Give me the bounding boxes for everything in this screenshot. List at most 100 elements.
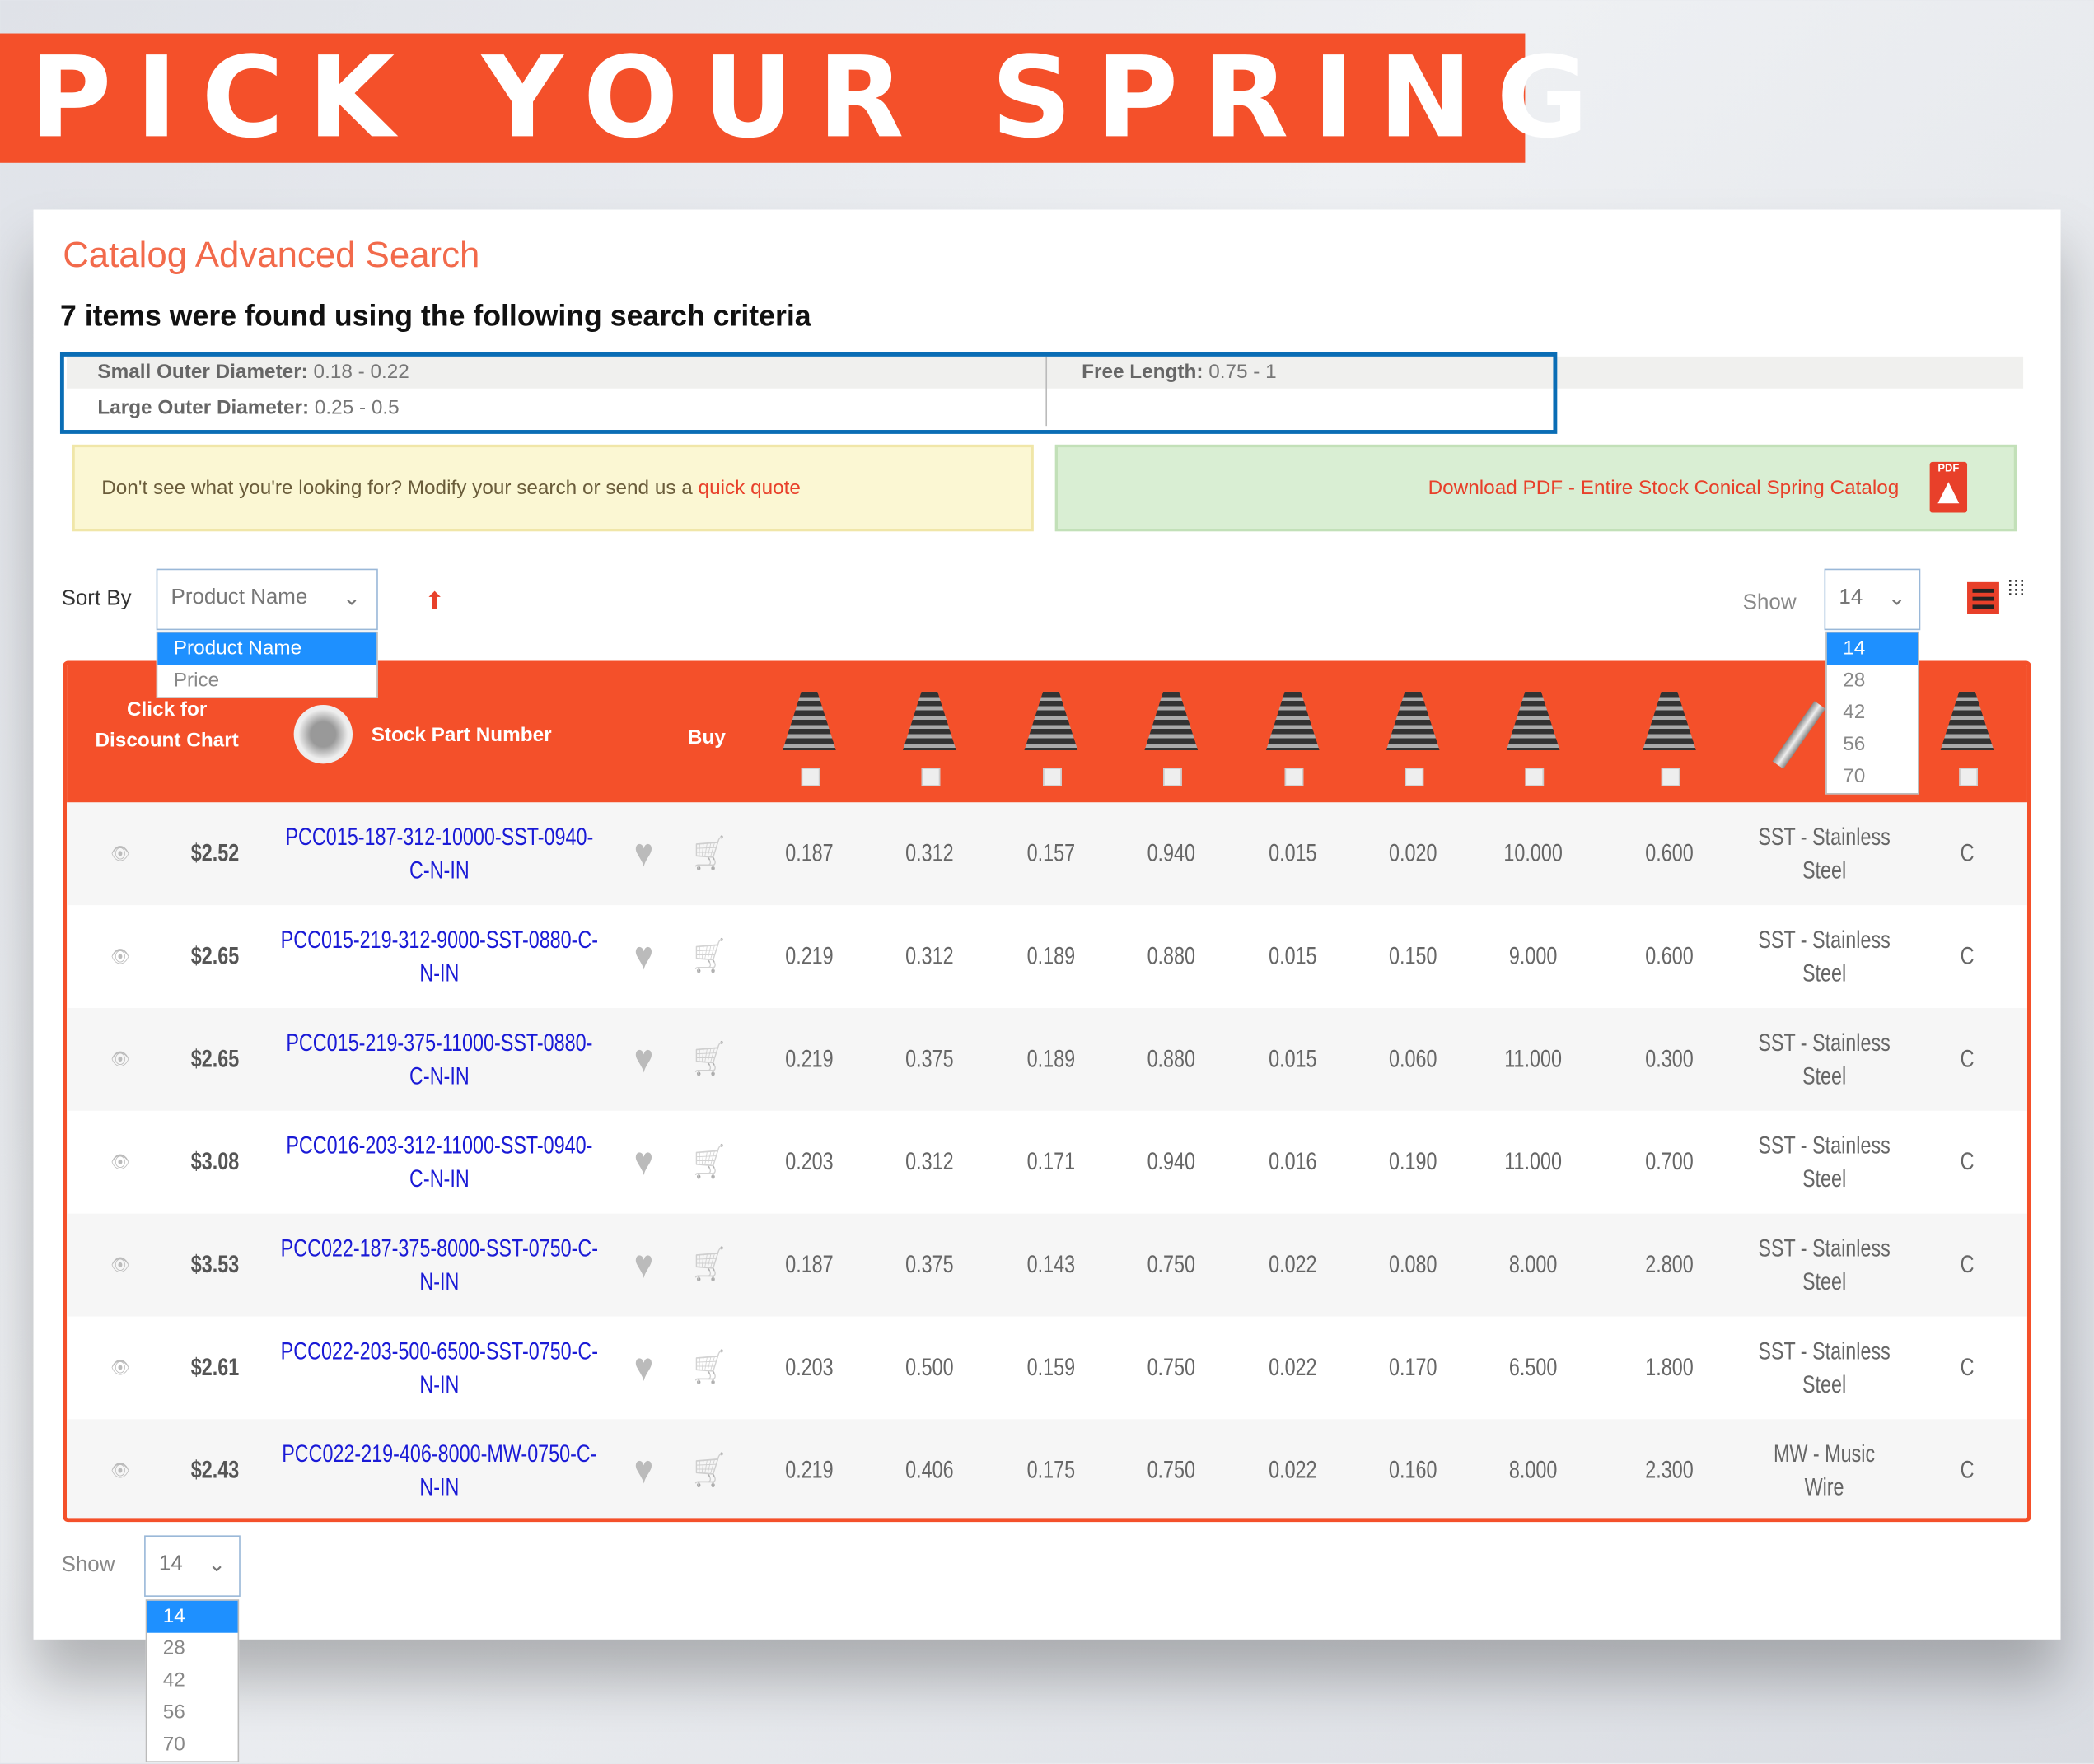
column-filter-checkbox[interactable] <box>801 768 820 786</box>
sort-select[interactable]: Product Name ⌄ <box>156 568 378 631</box>
spec-value: 2.300 <box>1645 1456 1694 1484</box>
column-filter-checkbox[interactable] <box>1525 768 1545 786</box>
heart-icon[interactable]: ♥ <box>633 1242 653 1287</box>
heart-icon[interactable]: ♥ <box>633 1345 653 1389</box>
column-filter-checkbox[interactable] <box>1661 768 1680 786</box>
column-filter-checkbox[interactable] <box>1959 768 1978 786</box>
cart-icon[interactable]: 🛒 <box>693 835 726 872</box>
eye-icon[interactable]: 👁 <box>110 1048 130 1070</box>
spec-value: 0.170 <box>1389 1353 1437 1381</box>
part-number-link[interactable]: PCC016-203-312-11000-SST-0940-C-N-IN <box>286 1131 593 1192</box>
eye-icon[interactable]: 👁 <box>110 1356 130 1379</box>
spec-value: 0.312 <box>905 942 954 969</box>
part-number-link[interactable]: PCC015-219-375-11000-SST-0880-C-N-IN <box>286 1029 593 1090</box>
material: SST - Stainless Steel <box>1758 1131 1891 1192</box>
list-view-icon[interactable] <box>1967 581 1999 614</box>
cart-icon[interactable]: 🛒 <box>693 1452 726 1489</box>
material: SST - Stainless Steel <box>1758 823 1891 884</box>
show-option[interactable]: 28 <box>162 1636 185 1660</box>
show-option[interactable]: 70 <box>162 1733 185 1756</box>
cart-icon[interactable]: 🛒 <box>693 938 726 975</box>
spec-value: 0.203 <box>785 1148 834 1175</box>
grid-view-icon[interactable]: ⁞⁞⁞ <box>2007 577 2026 601</box>
spec-value: 11.000 <box>1504 1148 1562 1175</box>
eye-icon[interactable]: 👁 <box>110 945 130 967</box>
show-option[interactable]: 56 <box>1843 733 1866 756</box>
spec-value: 0.940 <box>1147 1148 1195 1175</box>
heart-icon[interactable]: ♥ <box>633 1139 653 1184</box>
table-row: 👁 $2.65 PCC015-219-375-11000-SST-0880-C-N-… <box>67 1008 2027 1111</box>
column-filter-checkbox[interactable] <box>1043 768 1062 786</box>
spec-value: 0.175 <box>1026 1456 1076 1484</box>
table-header: Click for Discount Chart Stock Part Numb… <box>67 665 2027 803</box>
cart-icon[interactable]: 🛒 <box>693 1247 726 1283</box>
price: $2.52 <box>190 839 240 867</box>
part-number-link[interactable]: PCC015-187-312-10000-SST-0940-C-N-IN <box>285 823 594 884</box>
spec-value: 0.189 <box>1026 1045 1076 1072</box>
heart-icon[interactable]: ♥ <box>633 1036 653 1081</box>
criterion-free-length: Free Length: 0.75 - 1 <box>1082 360 1277 384</box>
end-type: C <box>1960 1045 1975 1072</box>
spring-small-id-icon <box>1024 691 1078 751</box>
modify-search-notice: Don't see what you're looking for? Modif… <box>72 444 1034 532</box>
show-option[interactable]: 56 <box>162 1701 185 1724</box>
eye-icon[interactable]: 👁 <box>110 842 130 864</box>
spec-value: 0.600 <box>1645 839 1694 867</box>
column-filter-checkbox[interactable] <box>1163 768 1182 786</box>
show-option[interactable]: 70 <box>1843 764 1866 788</box>
spec-value: 0.880 <box>1147 942 1195 969</box>
eye-icon[interactable]: 👁 <box>110 1458 130 1481</box>
show-option[interactable]: 14 <box>1826 632 1919 665</box>
eye-icon[interactable]: 👁 <box>110 1150 130 1173</box>
spec-value: 0.190 <box>1389 1148 1437 1175</box>
spec-value: 0.020 <box>1389 839 1437 867</box>
price: $2.65 <box>190 942 240 969</box>
cart-icon[interactable]: 🛒 <box>693 1041 726 1078</box>
discount-chart-header[interactable]: Click for Discount Chart <box>95 698 239 752</box>
spec-value: 0.022 <box>1269 1251 1317 1278</box>
heart-icon[interactable]: ♥ <box>633 1448 653 1492</box>
spec-value: 0.940 <box>1147 839 1195 867</box>
price: $3.53 <box>190 1251 240 1278</box>
column-filter-checkbox[interactable] <box>921 768 941 786</box>
spec-value: 0.022 <box>1269 1456 1317 1484</box>
end-type: C <box>1960 942 1975 969</box>
part-number-header[interactable]: Stock Part Number <box>371 723 552 747</box>
arrow-up-icon[interactable]: ⬆ <box>424 587 446 614</box>
heart-icon[interactable]: ♥ <box>633 934 653 978</box>
part-number-link[interactable]: PCC022-203-500-6500-SST-0750-C-N-IN <box>280 1337 599 1398</box>
sort-option-product-name[interactable]: Product Name <box>157 632 377 665</box>
spec-value: 0.015 <box>1269 1045 1317 1072</box>
cart-icon[interactable]: 🛒 <box>693 1144 726 1181</box>
spec-value: 1.800 <box>1645 1353 1694 1381</box>
show-option[interactable]: 14 <box>147 1600 238 1633</box>
quick-quote-link[interactable]: quick quote <box>698 476 801 500</box>
download-pdf-button[interactable]: Download PDF - Entire Stock Conical Spri… <box>1054 444 2017 532</box>
spring-wire-diameter-icon <box>1265 691 1320 751</box>
show-option[interactable]: 42 <box>1843 701 1866 724</box>
sort-option-price[interactable]: Price <box>173 669 220 692</box>
pdf-icon[interactable]: PDF <box>1929 461 1968 513</box>
spec-value: 8.000 <box>1508 1456 1558 1484</box>
chevron-down-icon: ⌄ <box>1887 587 1906 610</box>
cart-icon[interactable]: 🛒 <box>693 1350 726 1386</box>
eye-icon[interactable]: 👁 <box>110 1253 130 1276</box>
chevron-down-icon: ⌄ <box>342 587 361 610</box>
material: MW - Music Wire <box>1773 1440 1876 1500</box>
part-number-link[interactable]: PCC022-219-406-8000-MW-0750-C-N-IN <box>282 1440 597 1500</box>
show-label-top: Show <box>1742 591 1797 614</box>
column-filter-checkbox[interactable] <box>1405 768 1424 786</box>
show-select-bottom[interactable]: 14 ⌄ <box>144 1535 241 1597</box>
spec-value: 0.219 <box>785 1456 834 1484</box>
show-option[interactable]: 42 <box>162 1668 185 1692</box>
spring-free-length-icon <box>1144 691 1199 751</box>
heart-icon[interactable]: ♥ <box>633 831 653 875</box>
material: SST - Stainless Steel <box>1758 1029 1891 1090</box>
part-number-link[interactable]: PCC022-187-375-8000-SST-0750-C-N-IN <box>280 1234 599 1295</box>
part-number-link[interactable]: PCC015-219-312-9000-SST-0880-C-N-IN <box>280 926 599 987</box>
end-type: C <box>1960 1148 1975 1175</box>
show-option[interactable]: 28 <box>1843 669 1866 692</box>
column-filter-checkbox[interactable] <box>1284 768 1304 786</box>
price: $2.65 <box>190 1045 240 1072</box>
show-select-top[interactable]: 14 ⌄ <box>1824 568 1921 631</box>
